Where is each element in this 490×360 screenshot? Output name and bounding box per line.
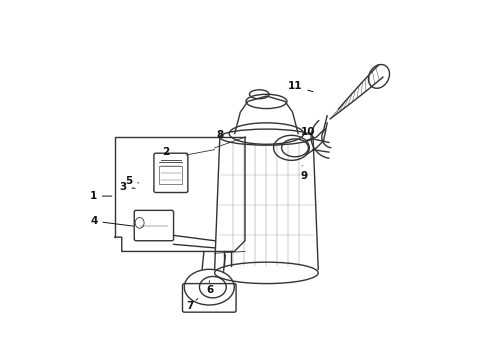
- Text: 4: 4: [90, 216, 133, 226]
- Text: 6: 6: [207, 281, 214, 295]
- Text: 7: 7: [186, 298, 198, 311]
- Text: 11: 11: [288, 81, 313, 92]
- Text: 2: 2: [162, 147, 170, 157]
- Bar: [159, 166, 182, 184]
- Text: 9: 9: [300, 166, 308, 181]
- Text: 3: 3: [119, 182, 135, 192]
- Text: 10: 10: [300, 127, 315, 137]
- Text: 1: 1: [90, 191, 112, 201]
- Text: 8: 8: [216, 130, 228, 143]
- Text: 5: 5: [125, 176, 139, 186]
